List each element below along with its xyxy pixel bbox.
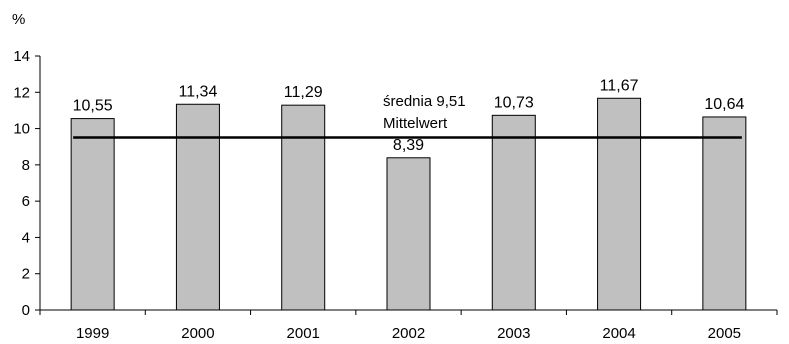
bar-value-label: 10,73 <box>494 94 534 111</box>
bar <box>386 157 431 311</box>
bar <box>281 104 326 311</box>
x-tick-label: 1999 <box>76 325 109 342</box>
x-tick-label: 2003 <box>497 325 530 342</box>
x-tick-label: 2002 <box>392 325 425 342</box>
bar-value-label: 10,55 <box>73 98 113 115</box>
y-tick-label: 6 <box>22 193 30 210</box>
y-axis: 0 2 4 6 8 10 12 14 <box>13 48 41 319</box>
x-tick-label: 2004 <box>602 325 635 342</box>
bar <box>702 116 747 311</box>
y-tick-label: 0 <box>22 302 30 319</box>
x-tick-label: 2000 <box>181 325 214 342</box>
x-axis: 1999 2000 2001 2002 2003 2004 2005 <box>39 309 778 342</box>
y-tick-label: 12 <box>13 84 30 101</box>
bar <box>70 118 115 311</box>
bar-value-label: 11,34 <box>178 83 217 100</box>
y-tick-label: 8 <box>22 157 30 174</box>
average-label: średnia 9,51 <box>383 93 466 110</box>
bar-value-label: 8,39 <box>393 137 424 154</box>
bars-group: 10,55 11,34 11,29 8,39 10,73 11,67 10,64 <box>70 77 747 311</box>
y-axis-unit-label: % <box>12 11 25 28</box>
x-tick-label: 2005 <box>708 325 741 342</box>
y-tick-label: 2 <box>22 266 30 283</box>
bar-value-label: 11,67 <box>600 77 639 94</box>
y-tick-label: 4 <box>22 229 30 246</box>
bar <box>175 103 220 311</box>
average-sublabel: Mittelwert <box>383 115 448 132</box>
bar <box>597 97 642 311</box>
y-tick-label: 14 <box>13 48 30 65</box>
x-tick-label: 2001 <box>287 325 320 342</box>
bar <box>491 114 536 311</box>
bar-value-label: 10,64 <box>704 96 744 113</box>
bar-value-label: 11,29 <box>284 84 323 101</box>
y-tick-label: 10 <box>13 121 30 138</box>
